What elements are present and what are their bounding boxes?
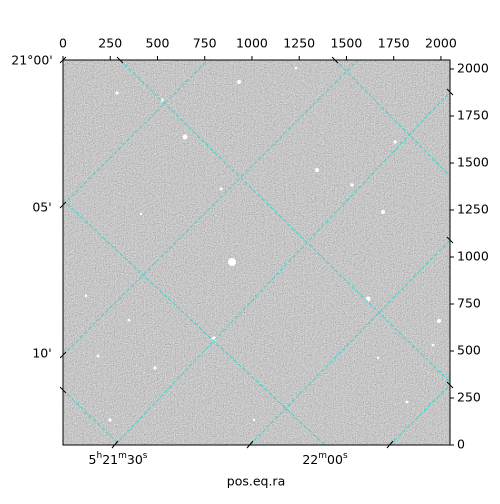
dec-label: 05': [32, 200, 51, 215]
dec-label: 10': [32, 346, 51, 361]
ra-label: 5h21m30s: [89, 451, 148, 467]
y-tick-label: 1500: [457, 155, 489, 170]
ra-label-unit: m: [118, 451, 127, 461]
y-tick-label: 1250: [457, 202, 489, 217]
ra-label-number: 5: [89, 452, 97, 467]
ra-label-number: 30: [127, 452, 143, 467]
y-tick-label: 750: [457, 296, 481, 311]
frame: [62, 59, 451, 446]
x-tick-label: 1000: [236, 36, 268, 51]
y-tick-label: 500: [457, 343, 481, 358]
ra-label-number: 00: [327, 452, 343, 467]
x-tick-label: 1750: [378, 36, 410, 51]
ra-label-unit: h: [96, 451, 102, 461]
ra-label-unit: m: [318, 451, 327, 461]
ra-label-unit: s: [343, 451, 348, 461]
x-tick-label: 500: [146, 36, 170, 51]
world-ticks: [59, 56, 454, 449]
y-tick-label: 1000: [457, 249, 489, 264]
x-tick-label: 750: [193, 36, 217, 51]
x-tick-label: 2000: [425, 36, 457, 51]
ra-label-number: 22: [302, 452, 318, 467]
x-tick-label: 1250: [283, 36, 315, 51]
y-tick-label: 2000: [457, 61, 489, 76]
stars: [84, 66, 441, 422]
ra-label: 22m00s: [302, 451, 348, 467]
y-tick-label: 250: [457, 390, 481, 405]
coordinate-grid: [63, 60, 450, 445]
dec-label: 21°00': [11, 53, 53, 68]
y-tick-label: 0: [457, 437, 465, 452]
x-tick-label: 1500: [331, 36, 363, 51]
ra-label-unit: s: [143, 451, 148, 461]
ra-label-number: 21: [102, 452, 118, 467]
x-tick-label: 250: [98, 36, 122, 51]
x-axis-label: pos.eq.ra: [227, 474, 285, 489]
y-tick-label: 1750: [457, 108, 489, 123]
x-tick-label: 0: [59, 36, 67, 51]
